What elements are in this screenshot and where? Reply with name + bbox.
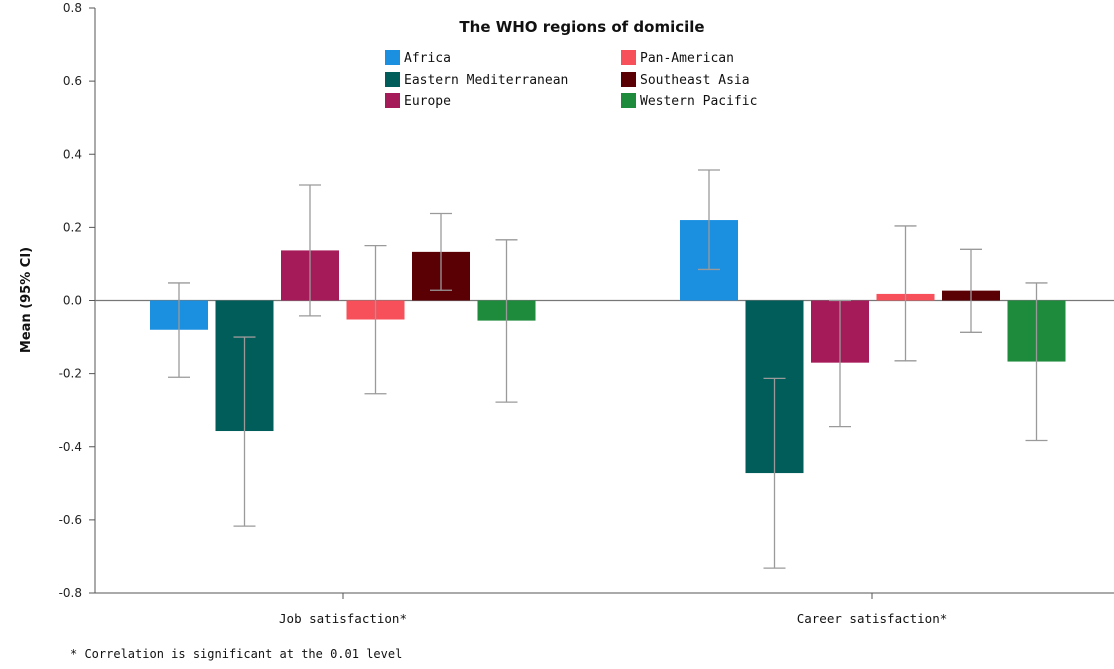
x-category-label: Career satisfaction* (797, 611, 948, 626)
legend-label: Europe (404, 94, 451, 109)
legend-swatch (385, 72, 400, 87)
legend-swatch (385, 93, 400, 108)
y-tick-label: -0.6 (59, 513, 82, 527)
error-bar (364, 245, 387, 395)
error-bar (168, 282, 190, 378)
legend-label: Eastern Mediterranean (404, 73, 568, 88)
footnote: * Correlation is significant at the 0.01… (70, 647, 402, 661)
error-bar (960, 248, 982, 333)
legend-label: Pan-American (640, 51, 734, 66)
legend-item: Southeast Asia (621, 72, 750, 88)
legend-label: Africa (404, 51, 451, 66)
error-bar (430, 212, 452, 291)
y-tick-label: -0.2 (59, 367, 82, 381)
category-labels: Job satisfaction* Career satisfaction* (279, 593, 947, 626)
error-bar (299, 184, 321, 317)
error-bar (829, 299, 851, 428)
y-tick-label: -0.8 (59, 586, 82, 600)
error-bar (233, 336, 256, 527)
legend-swatch (621, 72, 636, 87)
legend: The WHO regions of domicile Africa Easter… (385, 18, 757, 109)
y-axis-label: Mean (95% CI) (19, 247, 34, 353)
error-bar (698, 169, 720, 271)
error-bar (495, 239, 518, 403)
legend-swatch (621, 93, 636, 108)
legend-title: The WHO regions of domicile (459, 18, 704, 36)
error-bar (1025, 282, 1048, 442)
y-tick-label: -0.4 (59, 440, 82, 454)
legend-item: Europe (385, 93, 451, 109)
y-ticks: -0.8 -0.6 -0.4 -0.2 0.0 0.2 0.4 0.6 0.8 (59, 1, 95, 600)
y-tick-label: 0.6 (63, 74, 82, 88)
error-bars (168, 169, 1048, 569)
bars (150, 220, 1066, 474)
legend-swatch (621, 50, 636, 65)
legend-label: Western Pacific (640, 94, 757, 109)
legend-label: Southeast Asia (640, 73, 750, 88)
legend-item: Western Pacific (621, 93, 757, 109)
legend-item: Africa (385, 50, 451, 66)
legend-swatch (385, 50, 400, 65)
x-category-label: Job satisfaction* (279, 611, 407, 626)
y-tick-label: 0.4 (63, 147, 82, 161)
y-tick-label: 0.2 (63, 220, 82, 234)
y-tick-label: 0.0 (63, 294, 82, 308)
error-bar (894, 225, 917, 362)
y-tick-label: 0.8 (63, 1, 82, 15)
legend-item: Eastern Mediterranean (385, 72, 568, 88)
legend-item: Pan-American (621, 50, 734, 66)
error-bar (763, 377, 786, 569)
